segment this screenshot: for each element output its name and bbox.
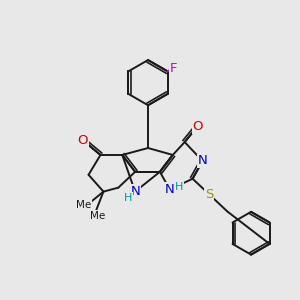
Text: S: S: [205, 188, 214, 201]
Text: Me: Me: [76, 200, 92, 210]
Text: H: H: [124, 193, 132, 203]
Text: F: F: [169, 61, 177, 75]
Text: N: N: [198, 154, 207, 167]
Text: Me: Me: [91, 211, 106, 221]
Text: O: O: [77, 134, 88, 147]
Text: O: O: [192, 120, 203, 133]
Text: N: N: [165, 183, 175, 196]
Text: N: N: [130, 185, 140, 198]
Text: H: H: [175, 182, 184, 192]
